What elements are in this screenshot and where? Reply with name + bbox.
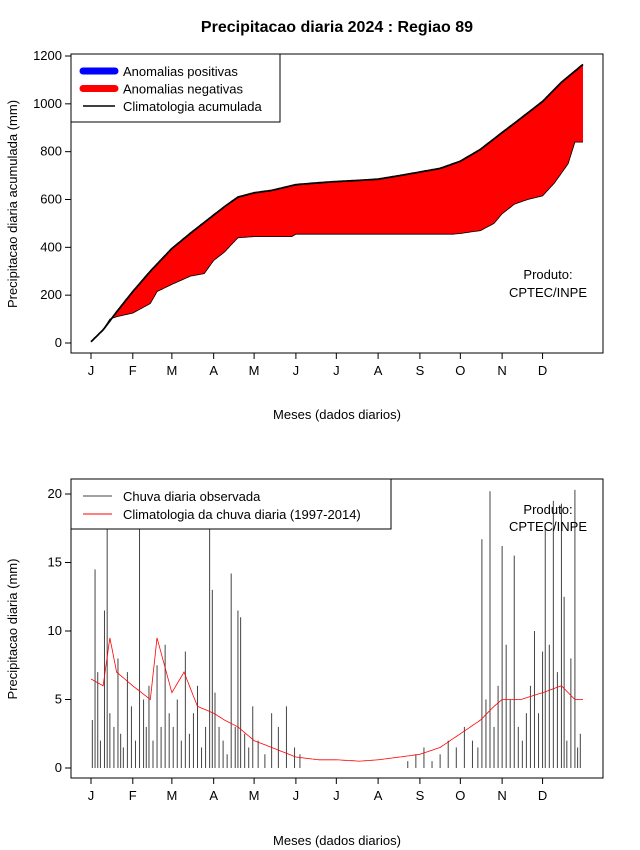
bottom-y-tick-label: 10 (48, 623, 62, 638)
product-label-line2: CPTEC/INPE (509, 519, 587, 534)
daily-bars-layer (91, 489, 581, 768)
bottom-y-tick-label: 20 (48, 486, 62, 501)
legend-label: Chuva diaria observada (123, 489, 261, 504)
legend-label: Climatologia acumulada (123, 99, 263, 114)
bottom-x-tick-label: F (129, 788, 137, 803)
legend-top: Anomalias positivas Anomalias negativas Cl… (70, 53, 281, 123)
y-axis-bottom: 0 5 10 15 20 (48, 486, 72, 775)
legend-label: Anomalias positivas (123, 64, 238, 79)
x-axis-label-top: Meses (dados diarios) (273, 407, 401, 422)
top-x-tick-label: M (249, 363, 260, 378)
bottom-x-tick-label: M (166, 788, 177, 803)
top-y-tick-label: 1200 (33, 48, 62, 63)
bottom-x-tick-label: S (416, 788, 425, 803)
bottom-x-tick-label: J (333, 788, 340, 803)
legend-label: Climatologia da chuva diaria (1997-2014) (123, 507, 361, 522)
top-y-tick-label: 200 (40, 287, 62, 302)
product-label-bottom: Produto: CPTEC/INPE (509, 502, 587, 534)
legend-box-bottom (70, 478, 392, 530)
bottom-x-tick-label: J (88, 788, 95, 803)
cumulative-lines-layer (90, 63, 584, 343)
legend-label: Anomalias negativas (123, 82, 243, 97)
top-y-tick-label: 400 (40, 239, 62, 254)
bottom-x-tick-label: O (455, 788, 465, 803)
top-x-tick-label: S (416, 363, 425, 378)
top-y-tick-label: 1000 (33, 96, 62, 111)
bottom-x-tick-label: A (374, 788, 383, 803)
y-axis-label-bottom: Precipitacao diaria (mm) (5, 559, 20, 700)
top-y-tick-label: 600 (40, 192, 62, 207)
top-x-tick-label: J (88, 363, 95, 378)
top-x-tick-label: D (538, 363, 547, 378)
anomaly-area-layer (91, 64, 583, 342)
bottom-y-tick-label: 5 (55, 692, 62, 707)
top-x-tick-label: A (374, 363, 383, 378)
top-x-tick-label: M (166, 363, 177, 378)
bottom-y-tick-label: 0 (55, 760, 62, 775)
bottom-x-tick-label: D (538, 788, 547, 803)
bottom-x-tick-label: N (497, 788, 506, 803)
daily-panel: 0 5 10 15 20 J F M A M J J A S O N D Meses (dados diari… (5, 478, 604, 848)
bottom-x-tick-label: M (249, 788, 260, 803)
product-label-line1: Produto: (523, 502, 572, 517)
y-axis-top: 0 200 400 600 800 1000 1200 (33, 48, 72, 350)
legend-bottom: Chuva diaria observada Climatologia da ch… (70, 478, 392, 530)
y-axis-label-top: Precipitacao diaria acumulada (mm) (5, 100, 20, 308)
daily-climatology-layer (90, 637, 583, 762)
bottom-x-tick-label: J (293, 788, 300, 803)
x-axis-label-bottom: Meses (dados diarios) (273, 833, 401, 848)
top-x-tick-label: A (209, 363, 218, 378)
climatology-cumulative-line (90, 63, 584, 343)
top-y-tick-label: 0 (55, 335, 62, 350)
cumulative-panel: 0 200 400 600 800 1000 1200 J F M A M J J A S O N D Meses… (5, 48, 604, 422)
top-x-tick-label: N (497, 363, 506, 378)
chart-title: Precipitacao diaria 2024 : Regiao 89 (201, 19, 473, 36)
product-label-line2: CPTEC/INPE (509, 285, 587, 300)
bottom-y-tick-label: 15 (48, 555, 62, 570)
negative-anomaly-area (91, 64, 583, 342)
observed-cumulative-line (90, 141, 583, 343)
top-x-tick-label: F (129, 363, 137, 378)
top-x-tick-label: O (455, 363, 465, 378)
product-label-top: Produto: CPTEC/INPE (509, 267, 587, 300)
top-x-tick-label: J (333, 363, 340, 378)
product-label-line1: Produto: (523, 267, 572, 282)
top-y-tick-label: 800 (40, 144, 62, 159)
top-x-tick-label: J (293, 363, 300, 378)
daily-climatology-line (90, 637, 583, 762)
bottom-x-tick-label: A (209, 788, 218, 803)
